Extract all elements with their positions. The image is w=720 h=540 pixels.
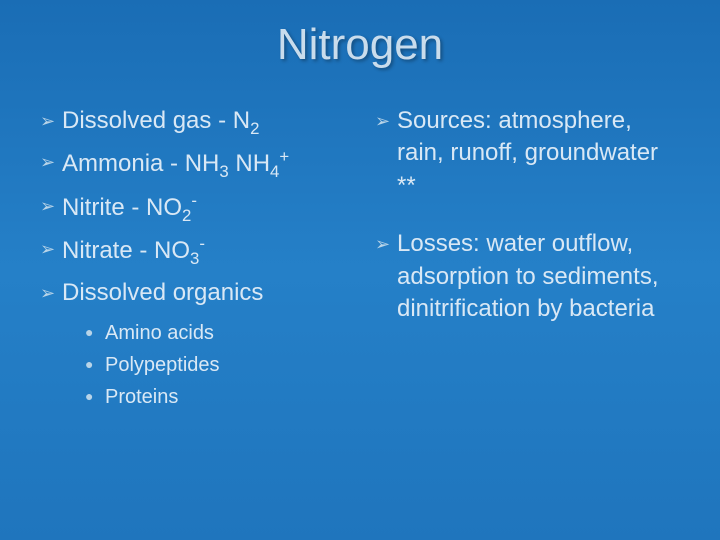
list-item: ➢ Nitrite - NO2- xyxy=(40,190,345,227)
list-item: ➢ Losses: water outflow, adsorption to s… xyxy=(375,228,680,325)
dot-icon: ● xyxy=(85,323,105,343)
bullet-text: Nitrate - NO3- xyxy=(62,233,345,270)
bullet-text: Dissolved organics xyxy=(62,277,345,309)
bullet-text: Ammonia - NH3 NH4+ xyxy=(62,146,345,183)
sub-list: ● Amino acids ● Polypeptides ● Proteins xyxy=(85,319,345,411)
right-column: ➢ Sources: atmosphere, rain, runoff, gro… xyxy=(375,105,680,415)
dot-icon: ● xyxy=(85,387,105,407)
chevron-icon: ➢ xyxy=(40,109,62,133)
sub-text: Polypeptides xyxy=(105,351,220,379)
chevron-icon: ➢ xyxy=(40,150,62,174)
chevron-icon: ➢ xyxy=(40,237,62,261)
list-item: ● Proteins xyxy=(85,383,345,411)
bullet-text: Losses: water outflow, adsorption to sed… xyxy=(397,228,680,325)
spacer xyxy=(375,208,680,228)
chevron-icon: ➢ xyxy=(375,232,397,256)
chevron-icon: ➢ xyxy=(40,281,62,305)
list-item: ➢ Dissolved gas - N2 xyxy=(40,105,345,140)
list-item: ● Amino acids xyxy=(85,319,345,347)
columns-wrapper: ➢ Dissolved gas - N2 ➢ Ammonia - NH3 NH4… xyxy=(40,105,680,415)
dot-icon: ● xyxy=(85,355,105,375)
list-item: ➢ Nitrate - NO3- xyxy=(40,233,345,270)
bullet-text: Nitrite - NO2- xyxy=(62,190,345,227)
list-item: ● Polypeptides xyxy=(85,351,345,379)
list-item: ➢ Ammonia - NH3 NH4+ xyxy=(40,146,345,183)
sub-text: Amino acids xyxy=(105,319,214,347)
chevron-icon: ➢ xyxy=(40,194,62,218)
list-item: ➢ Dissolved organics xyxy=(40,277,345,309)
chevron-icon: ➢ xyxy=(375,109,397,133)
list-item: ➢ Sources: atmosphere, rain, runoff, gro… xyxy=(375,105,680,202)
slide-container: Nitrogen ➢ Dissolved gas - N2 ➢ Ammonia … xyxy=(0,0,720,540)
bullet-text: Sources: atmosphere, rain, runoff, groun… xyxy=(397,105,680,202)
left-column: ➢ Dissolved gas - N2 ➢ Ammonia - NH3 NH4… xyxy=(40,105,345,415)
bullet-text: Dissolved gas - N2 xyxy=(62,105,345,140)
slide-title: Nitrogen xyxy=(40,20,680,70)
sub-text: Proteins xyxy=(105,383,178,411)
